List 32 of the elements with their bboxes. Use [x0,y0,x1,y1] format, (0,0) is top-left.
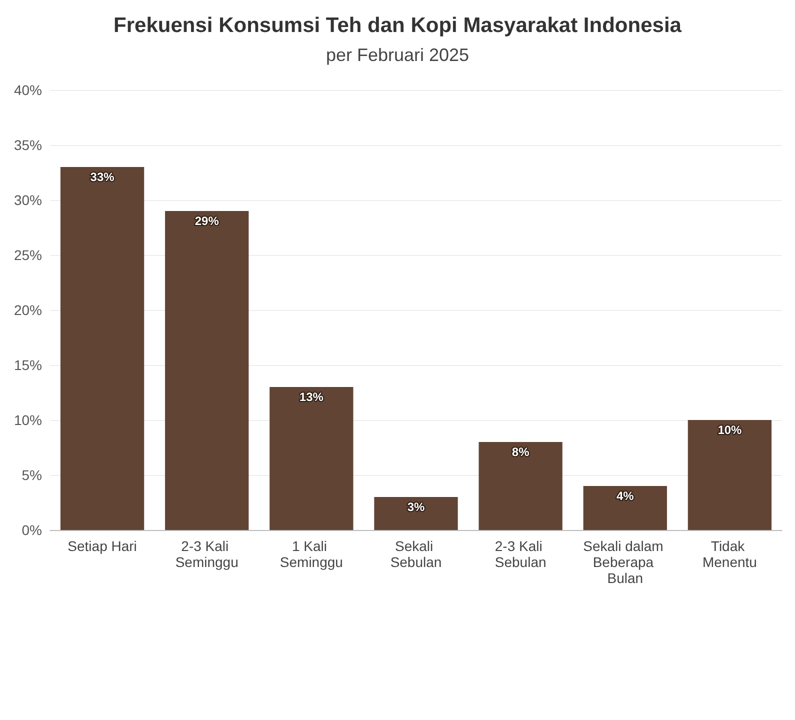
x-tick-label: 2-3 Kali Seminggu [175,538,238,570]
data-label: 29% [194,214,220,228]
data-label: 3% [407,500,425,514]
y-tick-label: 10% [14,412,42,428]
x-tick-label: Setiap Hari [68,538,137,554]
x-tick-label: 2-3 Kali Sebulan [494,538,546,570]
data-label: 8% [512,445,530,459]
bar [688,420,772,530]
y-tick-label: 5% [22,467,42,483]
data-label: 4% [616,489,634,503]
bar [478,442,562,530]
bar [60,167,144,530]
x-tick-label: Sekali dalam Beberapa Bulan [583,538,668,586]
y-tick-label: 35% [14,137,42,153]
bar [374,497,458,530]
y-tick-label: 25% [14,247,42,263]
bar [583,486,667,530]
chart-title: Frekuensi Konsumsi Teh dan Kopi Masyarakat Indonesia [114,14,682,37]
data-label: 13% [299,390,324,404]
y-tick-label: 15% [14,357,42,373]
y-tick-label: 40% [14,82,42,98]
bar [270,387,354,530]
y-tick-label: 20% [14,302,42,318]
chart-subtitle: per Februari 2025 [326,45,470,65]
y-tick-label: 0% [22,522,42,538]
x-tick-label: Tidak Menentu [702,538,757,570]
x-tick-label: 1 Kali Seminggu [280,538,343,570]
data-label: 33% [90,170,115,184]
x-tick-label: Sekali Sebulan [390,538,442,570]
y-tick-label: 30% [14,192,42,208]
data-label: 10% [718,423,742,437]
bar [165,211,249,530]
